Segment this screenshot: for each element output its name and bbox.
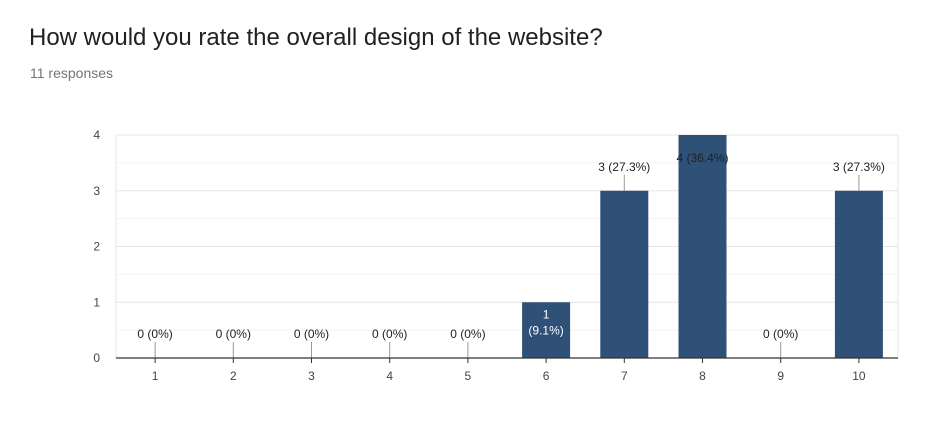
- x-tick-label-6: 6: [543, 369, 550, 383]
- bar-6: [522, 302, 571, 358]
- x-tick-label-8: 8: [699, 369, 706, 383]
- data-label-7: 3 (27.3%): [598, 160, 650, 174]
- bar-7: [600, 190, 649, 358]
- y-tick-label-2: 2: [93, 240, 100, 254]
- data-label-10: 3 (27.3%): [833, 160, 885, 174]
- data-label-3: 0 (0%): [294, 327, 329, 341]
- data-label-1: 0 (0%): [137, 327, 172, 341]
- x-tick-label-3: 3: [308, 369, 315, 383]
- y-tick-label-1: 1: [93, 295, 100, 309]
- y-tick-label-0: 0: [93, 351, 100, 365]
- x-tick-label-5: 5: [465, 369, 472, 383]
- x-tick-label-9: 9: [777, 369, 784, 383]
- bar-8: [678, 135, 727, 358]
- x-tick-label-7: 7: [621, 369, 628, 383]
- data-label-8: 4 (36.4%): [676, 151, 728, 165]
- data-label-9: 0 (0%): [763, 327, 798, 341]
- x-tick-label-10: 10: [852, 369, 866, 383]
- y-tick-label-3: 3: [93, 184, 100, 198]
- x-tick-label-1: 1: [152, 369, 159, 383]
- y-tick-label-4: 4: [93, 128, 100, 142]
- x-tick-label-2: 2: [230, 369, 237, 383]
- question-title: How would you rate the overall design of…: [29, 24, 603, 51]
- data-label-5: 0 (0%): [450, 327, 485, 341]
- data-label-6: 1 (9.1%): [528, 307, 563, 337]
- bar-10: [834, 190, 883, 358]
- data-label-2: 0 (0%): [216, 327, 251, 341]
- data-label-4: 0 (0%): [372, 327, 407, 341]
- x-tick-label-4: 4: [386, 369, 393, 383]
- response-count: 11 responses: [30, 65, 114, 81]
